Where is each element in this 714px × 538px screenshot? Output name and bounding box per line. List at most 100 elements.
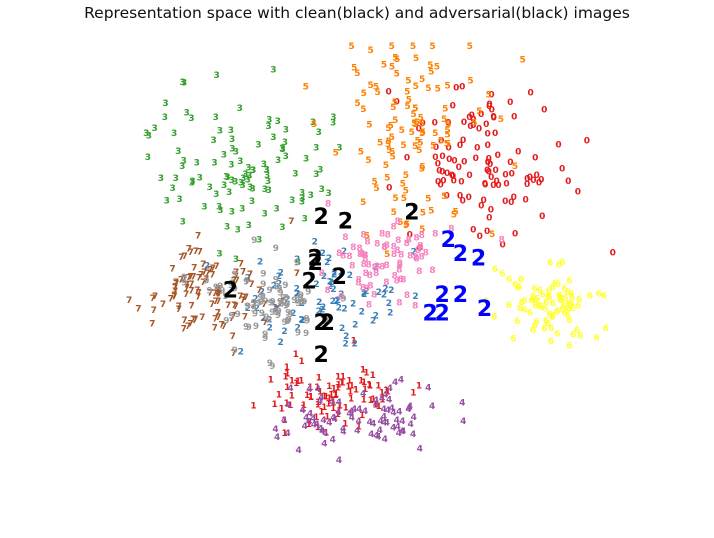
digit-7-point: 7 <box>168 294 174 304</box>
digit-2-point: 2 <box>266 316 272 326</box>
digit-6-point: 6 <box>516 282 522 292</box>
digit-2-point: 2 <box>245 304 251 314</box>
digit-4-point: 4 <box>460 417 466 427</box>
digit-6-point: 6 <box>550 299 556 309</box>
digit-7-point: 7 <box>135 305 141 315</box>
digit-4-point: 4 <box>379 394 385 404</box>
digit-9-point: 9 <box>262 330 268 340</box>
digit-4-point: 4 <box>322 429 328 439</box>
digit-2-point: 2 <box>339 324 345 334</box>
digit-1-point: 1 <box>363 368 369 378</box>
digit-7-point: 7 <box>288 217 294 227</box>
digit-3-point: 3 <box>235 225 241 235</box>
digit-5-point: 5 <box>401 194 407 204</box>
digit-0-point: 0 <box>467 122 473 132</box>
digit-1-point: 1 <box>316 374 322 384</box>
digit-2-point: 2 <box>330 297 336 307</box>
digit-8-point: 8 <box>499 235 505 245</box>
digit-9-point: 9 <box>260 292 266 302</box>
digit-9-point: 9 <box>253 322 259 332</box>
digit-5-point: 5 <box>419 165 425 175</box>
digit-5-point: 5 <box>389 62 395 72</box>
digit-3-point: 3 <box>280 145 286 155</box>
digit-3-point: 3 <box>275 156 281 166</box>
digit-3-point: 3 <box>226 188 232 198</box>
digit-0-point: 0 <box>502 171 508 181</box>
digit-9-point: 9 <box>181 273 187 283</box>
digit-0-point: 0 <box>461 158 467 168</box>
digit-7-point: 7 <box>197 248 203 258</box>
digit-1-point: 1 <box>416 381 422 391</box>
digit-5-point: 5 <box>333 149 339 159</box>
digit-3-point: 3 <box>181 157 187 167</box>
digit-7-point: 7 <box>195 292 201 302</box>
digit-8-point: 8 <box>415 246 421 256</box>
digit-8-point: 8 <box>394 246 400 256</box>
digit-2-point: 2 <box>363 287 369 297</box>
digit-2-point: 2 <box>352 321 358 331</box>
digit-8-point: 8 <box>384 241 390 251</box>
clean-digit-2-point: 2 <box>332 265 347 290</box>
digit-7-point: 7 <box>233 272 239 282</box>
digit-4-point: 4 <box>381 418 387 428</box>
digit-5-point: 5 <box>412 104 418 114</box>
digit-6-point: 6 <box>547 310 553 320</box>
digit-1-point: 1 <box>284 363 290 373</box>
digit-0-point: 0 <box>610 248 616 258</box>
digit-3-point: 3 <box>237 157 243 167</box>
digit-7-point: 7 <box>185 274 191 284</box>
digit-0-point: 0 <box>453 84 459 94</box>
digit-5-point: 5 <box>467 42 473 52</box>
digit-3-point: 3 <box>237 104 243 114</box>
digit-8-point: 8 <box>363 269 369 279</box>
digit-2-point: 2 <box>271 282 277 292</box>
digit-4-point: 4 <box>287 384 293 394</box>
digit-7-point: 7 <box>160 300 166 310</box>
digit-9-point: 9 <box>269 308 275 318</box>
digit-6-point: 6 <box>546 287 552 297</box>
digit-1-point: 1 <box>300 404 306 414</box>
digit-9-point: 9 <box>298 291 304 301</box>
digit-0-point: 0 <box>466 193 472 203</box>
digit-4-point: 4 <box>407 402 413 412</box>
digit-6-point: 6 <box>518 275 524 285</box>
adversarial-digit-2-point: 2 <box>477 297 492 322</box>
digit-5-point: 5 <box>390 103 396 113</box>
digit-5-point: 5 <box>358 148 364 158</box>
digit-3-point: 3 <box>265 177 271 187</box>
digit-5-point: 5 <box>400 179 406 189</box>
digit-0-point: 0 <box>486 213 492 223</box>
digit-0-point: 0 <box>492 166 498 176</box>
digit-3-point: 3 <box>283 152 289 162</box>
digit-8-point: 8 <box>391 242 397 252</box>
digit-7-point: 7 <box>241 293 247 303</box>
digit-0-point: 0 <box>438 137 444 147</box>
digit-1-point: 1 <box>347 388 353 398</box>
digit-6-point: 6 <box>532 285 538 295</box>
digit-5-point: 5 <box>425 84 431 94</box>
digit-2-point: 2 <box>316 298 322 308</box>
digit-3-point: 3 <box>250 166 256 176</box>
digit-5-point: 5 <box>373 184 379 194</box>
digit-8-point: 8 <box>361 260 367 270</box>
digit-6-point: 6 <box>549 312 555 322</box>
digit-3-point: 3 <box>162 99 168 109</box>
digit-7-point: 7 <box>219 321 225 331</box>
digit-1-point: 1 <box>358 377 364 387</box>
digit-1-point: 1 <box>326 394 332 404</box>
digit-5-point: 5 <box>384 174 390 184</box>
digit-3-point: 3 <box>295 258 301 268</box>
clean-digit-2-point: 2 <box>307 251 322 276</box>
digit-4-point: 4 <box>381 405 387 415</box>
digit-0-point: 0 <box>416 124 422 134</box>
adversarial-digit-2-point: 2 <box>441 228 456 253</box>
digit-2-point: 2 <box>330 285 336 295</box>
digit-3-point: 3 <box>175 147 181 157</box>
digit-4-point: 4 <box>315 385 321 395</box>
digit-5-point: 5 <box>384 250 390 260</box>
digit-9-point: 9 <box>276 285 282 295</box>
digit-5-point: 5 <box>348 42 354 52</box>
digit-3-point: 3 <box>317 166 323 176</box>
digit-5-point: 5 <box>429 42 435 52</box>
digit-0-point: 0 <box>483 120 489 130</box>
